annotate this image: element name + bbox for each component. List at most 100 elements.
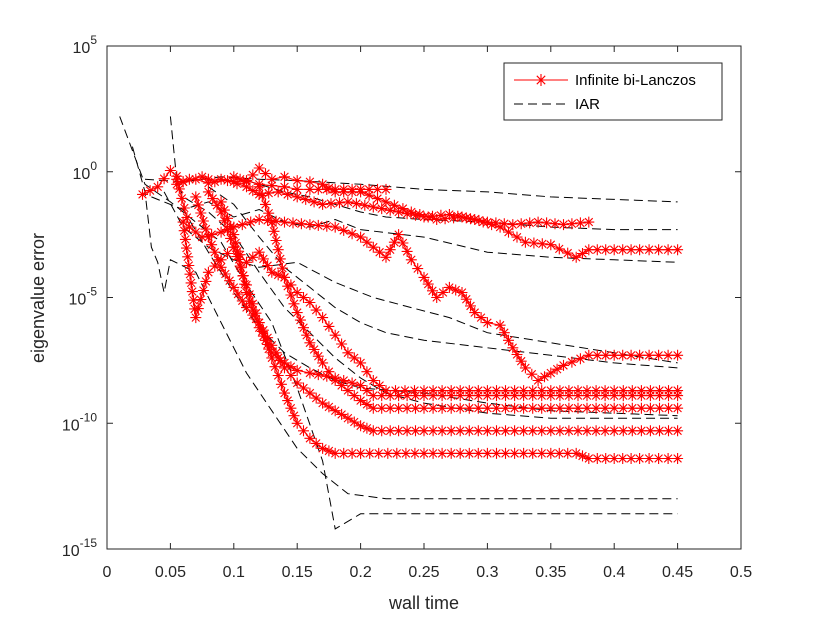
lanczos-star-marker bbox=[554, 425, 566, 437]
lanczos-star-marker bbox=[545, 402, 557, 414]
lanczos-star-marker bbox=[219, 268, 231, 280]
lanczos-star-marker bbox=[222, 175, 233, 187]
lanczos-star-marker bbox=[256, 190, 268, 202]
lanczos-star-marker bbox=[291, 377, 303, 389]
lanczos-star-marker bbox=[262, 214, 274, 226]
lanczos-star-marker bbox=[310, 304, 322, 316]
lanczos-star-marker bbox=[304, 297, 316, 308]
lanczos-star-marker bbox=[338, 186, 350, 198]
lanczos-star-marker bbox=[355, 186, 367, 198]
lanczos-star-marker bbox=[380, 196, 392, 208]
iar-series-line bbox=[131, 146, 678, 500]
lanczos-star-marker bbox=[321, 183, 333, 195]
lanczos-star-marker bbox=[298, 382, 309, 394]
lanczos-star-marker bbox=[361, 422, 373, 434]
lanczos-star-marker bbox=[418, 390, 430, 402]
lanczos-star-marker bbox=[566, 218, 578, 230]
lanczos-star-marker bbox=[454, 425, 466, 437]
lanczos-star-marker bbox=[491, 402, 502, 414]
lanczos-star-marker bbox=[241, 302, 252, 314]
lanczos-star-marker bbox=[545, 447, 557, 459]
lanczos-star-marker bbox=[355, 357, 367, 369]
lanczos-star-marker bbox=[418, 402, 430, 414]
lanczos-star-marker bbox=[527, 390, 539, 402]
lanczos-star-marker bbox=[570, 447, 582, 459]
iar-series-line bbox=[119, 116, 678, 530]
lanczos-star-marker bbox=[253, 188, 265, 200]
lanczos-star-marker bbox=[399, 385, 411, 397]
lanczos-star-marker bbox=[288, 410, 300, 422]
lanczos-star-marker bbox=[291, 307, 303, 319]
lanczos-star-marker bbox=[266, 180, 278, 192]
lanczos-star-marker bbox=[653, 349, 665, 361]
x-tick-label: 0.15 bbox=[282, 564, 313, 581]
x-tick-label: 0.05 bbox=[155, 564, 186, 581]
lanczos-star-marker bbox=[472, 447, 484, 459]
lanczos-star-marker bbox=[608, 402, 620, 414]
lanczos-star-marker bbox=[454, 402, 466, 414]
lanczos-star-marker bbox=[491, 425, 502, 437]
lanczos-star-marker bbox=[301, 329, 313, 341]
lanczos-star-marker bbox=[563, 402, 575, 414]
lanczos-star-marker bbox=[524, 217, 536, 229]
lanczos-star-marker bbox=[212, 254, 224, 266]
lanczos-star-marker bbox=[232, 288, 244, 300]
lanczos-star-marker bbox=[266, 216, 278, 228]
lanczos-star-marker bbox=[272, 370, 284, 381]
iar-series-line bbox=[169, 116, 678, 419]
lanczos-star-marker bbox=[481, 425, 493, 437]
lanczos-star-marker bbox=[334, 197, 345, 209]
lanczos-star-marker bbox=[481, 216, 493, 228]
lanczos-star-marker bbox=[338, 224, 350, 236]
lanczos-star-marker bbox=[190, 173, 202, 185]
lanczos-star-marker bbox=[583, 216, 595, 228]
lanczos-star-marker bbox=[304, 337, 316, 349]
lanczos-star-marker bbox=[152, 181, 164, 193]
lanczos-star-marker bbox=[401, 425, 413, 437]
lanczos-star-marker bbox=[545, 367, 557, 379]
lanczos-star-marker bbox=[342, 347, 354, 359]
lanczos-star-marker bbox=[247, 185, 259, 197]
lanczos-star-marker bbox=[498, 218, 510, 230]
lanczos-star-marker bbox=[507, 219, 519, 231]
lanczos-star-marker bbox=[465, 300, 476, 312]
lanczos-star-marker bbox=[304, 219, 316, 231]
lanczos-star-marker bbox=[218, 204, 230, 216]
lanczos-star-marker bbox=[236, 219, 248, 231]
lanczos-star-marker bbox=[509, 402, 521, 414]
lanczos-star-marker bbox=[663, 425, 674, 437]
lanczos-star-marker bbox=[384, 204, 396, 216]
lanczos-star-marker bbox=[317, 357, 329, 369]
lanczos-star-marker bbox=[472, 402, 484, 414]
lanczos-star-marker bbox=[363, 189, 375, 201]
lanczos-star-marker bbox=[298, 425, 309, 437]
lanczos-star-marker bbox=[672, 390, 684, 402]
lanczos-star-marker bbox=[600, 453, 612, 464]
lanczos-star-marker bbox=[253, 322, 265, 334]
lanczos-star-marker bbox=[486, 219, 498, 231]
lanczos-star-marker bbox=[475, 312, 487, 324]
lanczos-star-marker bbox=[599, 402, 611, 414]
lanczos-star-marker bbox=[600, 349, 612, 361]
lanczos-star-marker bbox=[518, 402, 530, 414]
lanczos-star-marker bbox=[253, 181, 265, 193]
lanczos-star-marker bbox=[672, 402, 684, 414]
lanczos-star-marker bbox=[209, 260, 221, 272]
lanczos-star-marker bbox=[572, 402, 584, 414]
lanczos-star-marker bbox=[294, 314, 306, 326]
lanczos-star-marker bbox=[329, 329, 341, 341]
lanczos-star-marker bbox=[348, 390, 360, 402]
lanczos-star-marker bbox=[562, 247, 574, 259]
lanczos-star-marker bbox=[515, 355, 527, 367]
lanczos-star-marker bbox=[527, 425, 539, 437]
lanczos-star-marker bbox=[644, 390, 656, 402]
lanczos-star-marker bbox=[361, 366, 373, 378]
lanczos-star-marker bbox=[250, 313, 262, 325]
lanczos-star-marker bbox=[279, 271, 290, 283]
lanczos-star-marker bbox=[279, 216, 290, 228]
lanczos-star-marker bbox=[509, 390, 521, 402]
lanczos-star-marker bbox=[285, 289, 297, 301]
lanczos-star-marker bbox=[355, 380, 367, 391]
lanczos-star-marker bbox=[414, 209, 426, 220]
lanczos-star-marker bbox=[443, 281, 455, 293]
